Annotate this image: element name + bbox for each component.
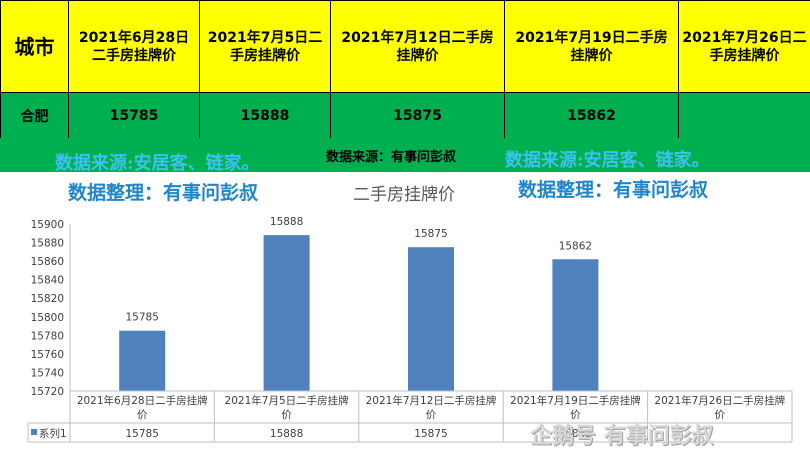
bar bbox=[119, 330, 166, 391]
source-center-label: 数据来源：有事问彭叔 bbox=[326, 150, 457, 165]
data-table-value: 15785 bbox=[125, 428, 158, 440]
y-tick-label: 15720 bbox=[31, 386, 64, 398]
row-city: 合肥 bbox=[0, 92, 69, 140]
chart-panel bbox=[0, 172, 810, 461]
y-tick-label: 15900 bbox=[31, 219, 64, 231]
compiled-right: 数据整理：有事问彭叔 bbox=[518, 179, 709, 201]
header-date-3: 2021年7月12日二手房 挂牌价 bbox=[330, 0, 505, 93]
green-band bbox=[0, 138, 810, 172]
data-label: 15875 bbox=[414, 228, 447, 240]
data-label: 15785 bbox=[125, 312, 158, 324]
x-tick-label: 价 bbox=[137, 409, 148, 421]
bar bbox=[408, 247, 454, 391]
x-tick-label: 2021年7月19日二手房挂牌 bbox=[510, 394, 641, 407]
data-table-value: 15862 bbox=[559, 428, 592, 440]
row-value-3: 15875 bbox=[330, 92, 505, 140]
y-tick-label: 15860 bbox=[31, 256, 64, 268]
data-table-value: 15888 bbox=[270, 428, 303, 440]
legend-label: 系列1 bbox=[39, 427, 67, 440]
bar bbox=[263, 235, 310, 391]
x-tick-label: 2021年7月12日二手房挂牌 bbox=[366, 394, 497, 407]
data-table-value: 15875 bbox=[414, 428, 447, 440]
row-value-1: 15785 bbox=[68, 92, 200, 140]
source-left: 数据来源:安居客、链家。 bbox=[55, 153, 260, 174]
x-tick-label: 价 bbox=[426, 409, 437, 421]
row-value-4: 15862 bbox=[504, 92, 679, 140]
data-label: 15888 bbox=[270, 216, 303, 228]
data-label: 15862 bbox=[559, 240, 592, 252]
y-tick-label: 15780 bbox=[31, 330, 64, 342]
row-value-5 bbox=[678, 92, 810, 140]
x-tick-label: 价 bbox=[715, 409, 726, 421]
y-tick-label: 15880 bbox=[31, 238, 64, 250]
y-tick-label: 15820 bbox=[31, 293, 64, 305]
header-city: 城市 bbox=[0, 0, 69, 93]
compiled-left: 数据整理：有事问彭叔 bbox=[68, 182, 259, 204]
x-tick-label: 价 bbox=[570, 409, 581, 421]
table-row: 合肥 15785 15888 15875 15862 bbox=[0, 92, 810, 140]
y-tick-label: 15760 bbox=[31, 349, 64, 361]
bar bbox=[552, 259, 599, 391]
y-tick-label: 15800 bbox=[31, 312, 64, 324]
y-tick-label: 15840 bbox=[31, 275, 64, 287]
legend-key bbox=[31, 429, 37, 435]
source-right: 数据来源:安居客、链家。 bbox=[505, 150, 710, 171]
x-tick-label: 价 bbox=[281, 409, 292, 421]
x-tick-label: 2021年7月5日二手房挂牌 bbox=[225, 394, 350, 407]
header-date-2: 2021年7月5日二 手房挂牌价 bbox=[199, 0, 331, 93]
price-table: 城市 2021年6月28日 二手房挂牌价 2021年7月5日二 手房挂牌价 2021… bbox=[0, 0, 810, 140]
x-tick-label: 2021年6月28日二手房挂牌 bbox=[77, 394, 208, 407]
watermark-text: 企鹅号 有事问彭叔 bbox=[530, 424, 714, 449]
table-header-row: 城市 2021年6月28日 二手房挂牌价 2021年7月5日二 手房挂牌价 2021… bbox=[0, 0, 810, 93]
y-tick-label: 15740 bbox=[31, 367, 64, 379]
chart-title: 二手房挂牌价 bbox=[353, 185, 455, 205]
header-date-5: 2021年7月26日二 手房挂牌价 bbox=[678, 0, 810, 93]
x-tick-label: 2021年7月26日二手房挂牌 bbox=[654, 394, 785, 407]
